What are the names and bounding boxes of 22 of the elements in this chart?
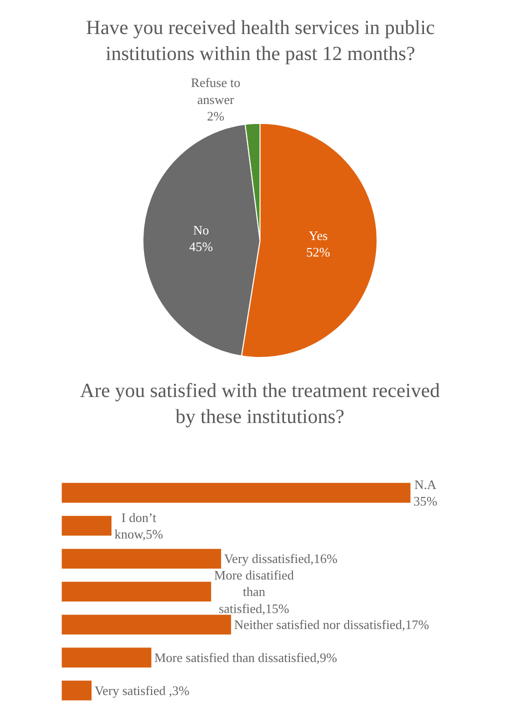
slice-label: Yes	[308, 228, 328, 243]
chart-title: Are you satisfied with the treatment received by these institutions?	[80, 380, 440, 428]
bar	[62, 516, 112, 536]
chart-title: Have you received health services in public institutions within the past 12 months?	[86, 17, 435, 65]
data-label: 2%	[206, 108, 224, 124]
bar	[62, 680, 92, 700]
bar	[62, 582, 212, 602]
bar	[62, 614, 232, 634]
slice-label: No	[193, 222, 209, 238]
data-label: N.A 35%	[413, 476, 438, 509]
data-label: Very dissatisfied,16%	[224, 551, 338, 566]
bar	[62, 548, 222, 569]
data-label: Very satisfied ,3%	[94, 683, 190, 698]
data-label: 52%	[306, 244, 330, 260]
data-label: More satisfied than dissatisfied,9%	[154, 650, 338, 666]
bar	[62, 482, 410, 503]
slice-label: Refuse to answer	[190, 74, 240, 107]
data-label: More disatified than satisfied,15%	[214, 567, 294, 616]
data-label: Neither satisfied nor dissatisfied,17%	[234, 617, 430, 632]
data-label: I don’t know,5%	[114, 510, 164, 542]
bar	[62, 648, 152, 668]
data-label: 45%	[189, 239, 214, 254]
